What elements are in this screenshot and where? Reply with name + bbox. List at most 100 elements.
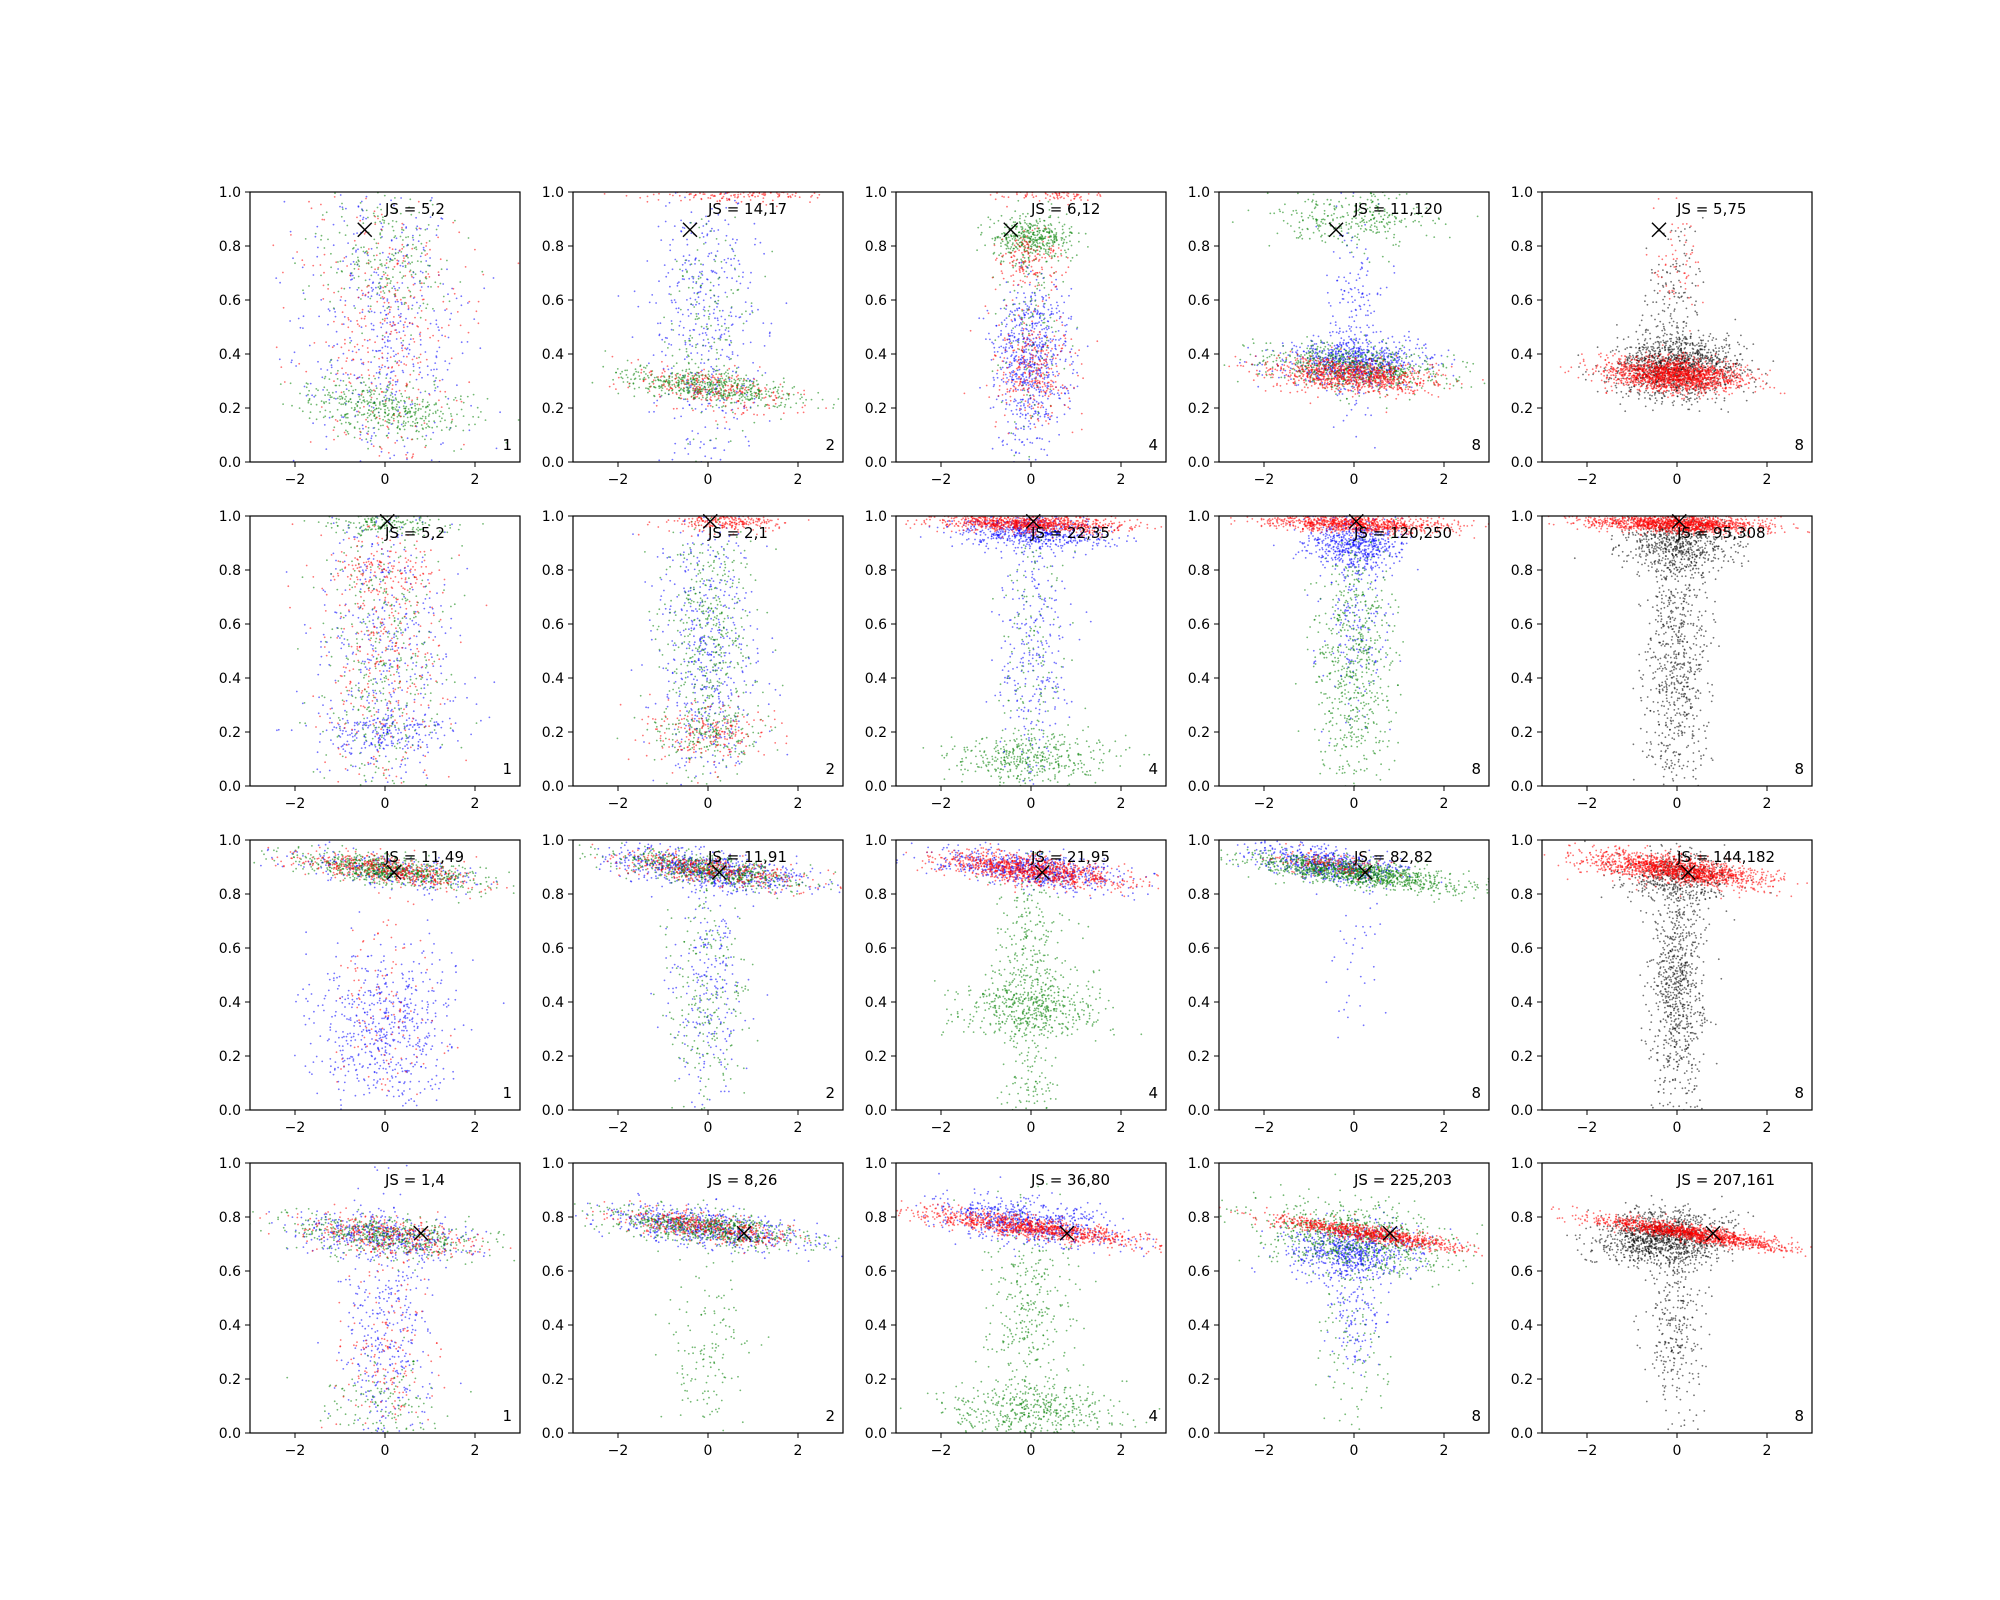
scatter-point	[403, 257, 405, 260]
scatter-point	[289, 320, 291, 322]
scatter-point	[1051, 364, 1054, 366]
scatter-point	[388, 398, 391, 401]
scatter-point	[1036, 309, 1039, 312]
scatter-point	[693, 383, 696, 386]
scatter-point	[626, 369, 628, 372]
scatter-point	[419, 255, 422, 258]
scatter-point	[1019, 415, 1022, 418]
scatter-point	[726, 339, 728, 341]
scatter-point	[1056, 288, 1058, 291]
scatter-point	[713, 258, 716, 261]
scatter-point	[640, 371, 643, 374]
scatter-point	[386, 425, 389, 428]
scatter-point	[657, 199, 660, 201]
scatter-point	[319, 411, 321, 413]
scatter-point	[1063, 335, 1066, 337]
scatter-point	[768, 404, 770, 407]
scatter-point	[679, 308, 682, 311]
scatter-point	[753, 395, 756, 397]
scatter-point	[689, 334, 692, 337]
scatter-point	[282, 271, 284, 274]
scatter-point	[424, 438, 426, 441]
scatter-point	[361, 308, 364, 311]
scatter-point	[707, 402, 710, 405]
scatter-point	[717, 295, 720, 298]
scatter-point	[400, 435, 403, 438]
scatter-point	[1038, 380, 1041, 383]
scatter-point	[1080, 428, 1083, 431]
scatter-point	[1021, 239, 1024, 242]
scatter-point	[397, 364, 400, 367]
scatter-point	[792, 393, 795, 396]
scatter-point	[696, 301, 698, 303]
scatter-point	[719, 354, 722, 357]
scatter-point	[747, 399, 750, 401]
scatter-point	[340, 287, 343, 290]
scatter-point	[423, 419, 425, 422]
scatter-point	[785, 302, 788, 305]
scatter-point	[1051, 331, 1054, 333]
scatter-point	[1039, 415, 1042, 418]
scatter-point	[1027, 362, 1030, 365]
scatter-point	[1029, 231, 1032, 234]
scatter-point	[1023, 342, 1026, 344]
scatter-point	[692, 389, 694, 392]
scatter-point	[793, 385, 796, 388]
scatter-point	[1057, 197, 1059, 200]
scatter-point	[667, 272, 670, 274]
scatter-point	[1014, 438, 1017, 441]
scatter-point	[1058, 344, 1061, 347]
scatter-point	[381, 225, 384, 228]
scatter-point	[1016, 404, 1018, 407]
scatter-point	[717, 319, 719, 322]
scatter-point	[406, 412, 409, 415]
scatter-point	[429, 216, 432, 219]
scatter-point	[747, 193, 750, 196]
scatter-point	[421, 294, 423, 297]
scatter-point	[1042, 243, 1044, 246]
scatter-point	[633, 395, 636, 398]
y-tick-label: 1.0	[865, 185, 887, 201]
scatter-point	[755, 379, 758, 382]
scatter-point	[411, 415, 413, 418]
scatter-point	[703, 443, 705, 446]
scatter-point	[356, 410, 358, 413]
scatter-point	[1054, 345, 1057, 348]
scatter-point	[364, 251, 367, 253]
scatter-point	[1013, 236, 1015, 238]
scatter-point	[663, 316, 665, 319]
scatter-point	[794, 195, 797, 197]
scatter-point	[1076, 328, 1078, 330]
scatter-point	[1030, 339, 1032, 342]
scatter-point	[753, 385, 756, 388]
scatter-point	[1032, 382, 1034, 384]
scatter-point	[730, 384, 733, 386]
scatter-point	[394, 397, 397, 400]
scatter-point	[417, 388, 420, 391]
scatter-point	[735, 370, 738, 373]
series-green	[976, 199, 1089, 458]
scatter-point	[757, 308, 759, 311]
scatter-point	[1011, 216, 1013, 219]
scatter-point	[384, 394, 387, 397]
scatter-point	[366, 339, 369, 342]
scatter-point	[1013, 385, 1016, 388]
scatter-point	[1040, 373, 1043, 376]
scatter-point	[663, 341, 666, 343]
scatter-point	[1055, 270, 1057, 273]
scatter-point	[1028, 394, 1031, 397]
scatter-point	[1026, 308, 1028, 310]
scatter-point	[1033, 310, 1035, 313]
scatter-point	[703, 243, 705, 245]
scatter-point	[356, 421, 359, 423]
scatter-point	[732, 292, 735, 295]
scatter-point	[321, 376, 324, 379]
scatter-point	[674, 377, 677, 380]
scatter-point	[1028, 283, 1031, 286]
scatter-point	[690, 395, 693, 398]
scatter-point	[1024, 303, 1027, 305]
scatter-point	[384, 402, 387, 405]
scatter-point	[722, 405, 725, 407]
scatter-point	[414, 404, 416, 407]
scatter-point	[373, 393, 375, 395]
